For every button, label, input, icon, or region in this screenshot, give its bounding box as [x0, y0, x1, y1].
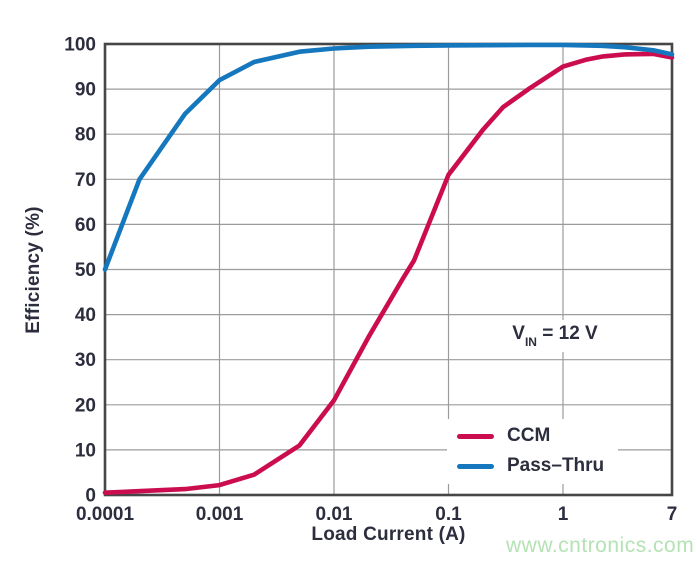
x-tick-label-0.1: 0.1: [435, 504, 462, 525]
y-tick-label-80: 80: [75, 125, 96, 146]
ccm-curve: [102, 51, 675, 496]
x-axis-title: Load Current (A): [311, 524, 466, 545]
y-tick-label-20: 20: [75, 395, 96, 416]
y-tick-label-30: 30: [75, 350, 96, 371]
y-tick-label-50: 50: [75, 260, 96, 281]
legend-item-ccm: CCM: [457, 425, 604, 447]
legend-label-pass-thru: Pass–Thru: [507, 455, 605, 476]
x-tick-label-7: 7: [667, 504, 678, 525]
x-tick-label-0.0001: 0.0001: [76, 504, 135, 525]
x-tick-label-0.01: 0.01: [316, 504, 353, 525]
ccm-line-swatch: [457, 433, 494, 439]
y-tick-label-40: 40: [75, 305, 96, 326]
vin-annotation: VIN = 12 V: [492, 320, 618, 352]
pass-thru-line-swatch: [457, 463, 494, 469]
legend-label-ccm: CCM: [507, 425, 551, 446]
legend-item-pass-thru: Pass–Thru: [457, 455, 604, 477]
y-tick-label-60: 60: [75, 215, 96, 236]
y-tick-label-90: 90: [75, 80, 96, 101]
x-tick-label-1: 1: [558, 504, 569, 525]
y-tick-label-10: 10: [75, 440, 96, 461]
y-tick-label-70: 70: [75, 170, 96, 191]
pass-thru-curve: [102, 42, 675, 272]
vin-annotation-prefix: V: [512, 323, 525, 344]
legend: CCM Pass–Thru: [447, 419, 619, 484]
y-tick-label-0: 0: [85, 486, 96, 507]
y-axis-title: Efficiency (%): [23, 206, 44, 334]
watermark: www.cntronics.com: [506, 534, 695, 557]
x-tick-label-0.001: 0.001: [196, 504, 244, 525]
vin-annotation-subscript: IN: [524, 334, 537, 349]
y-tick-label-100: 100: [64, 35, 96, 56]
vin-annotation-value: = 12 V: [536, 323, 598, 344]
